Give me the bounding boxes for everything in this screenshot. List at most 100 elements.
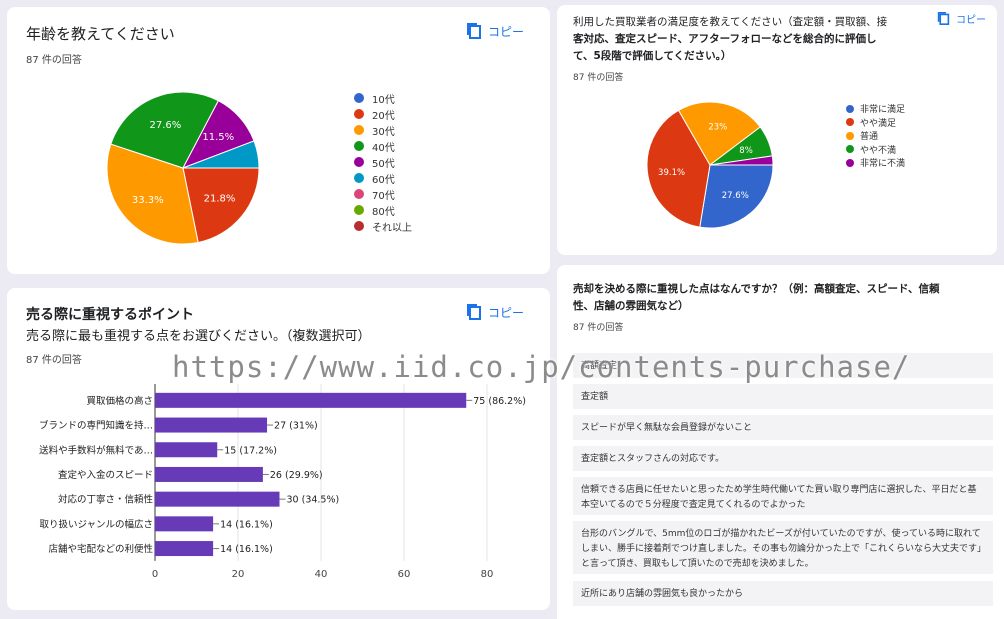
x-tick-label: 0 bbox=[152, 569, 158, 578]
pie-slice-5 bbox=[709, 155, 774, 166]
response-item: 高額査定 bbox=[573, 353, 993, 378]
pie-slice-2 bbox=[182, 167, 260, 244]
pie-slice-2 bbox=[647, 109, 711, 228]
legend-label: 非常に不満 bbox=[860, 159, 906, 170]
legend-label: やや不満 bbox=[860, 145, 897, 156]
legend-item: 30代 bbox=[354, 122, 412, 138]
satisfaction-responses: 87 件の回答 bbox=[573, 73, 624, 83]
legend-label: 50代 bbox=[372, 158, 395, 170]
satisfaction-card: 利用した買取業者の満足度を教えてください（査定額・買取額、接 客対応、査定スピー… bbox=[557, 5, 997, 255]
legend-swatch bbox=[354, 205, 364, 215]
bar bbox=[155, 516, 214, 532]
age-copy-button[interactable]: コピー bbox=[466, 22, 524, 40]
pie-label-3: 33.3% bbox=[132, 195, 164, 206]
pie-slice-4 bbox=[110, 92, 220, 169]
value-label: 14 (16.1%) bbox=[220, 544, 273, 555]
legend-swatch bbox=[846, 104, 854, 113]
legend-item: それ以上 bbox=[354, 218, 412, 234]
points-card: 売る際に重視するポイント 売る際に最も重視する点をお選びください。（複数選択可）… bbox=[7, 288, 550, 610]
pie-label-2: 39.1% bbox=[658, 168, 685, 178]
legend-swatch bbox=[354, 189, 364, 199]
copy-icon bbox=[467, 304, 481, 320]
legend-label: 60代 bbox=[372, 174, 395, 186]
copy-label: コピー bbox=[488, 305, 525, 320]
bar bbox=[155, 491, 280, 507]
legend-item: 80代 bbox=[354, 202, 412, 218]
response-item: 近所にあり店舗の雰囲気も良かったから bbox=[573, 581, 993, 606]
pie-slice-3 bbox=[677, 102, 761, 166]
legend-item: やや満足 bbox=[846, 116, 905, 130]
bar bbox=[155, 541, 214, 557]
pie-slice-3 bbox=[107, 143, 199, 245]
satisfaction-copy-button[interactable]: コピー bbox=[937, 11, 986, 26]
x-tick-label: 60 bbox=[398, 569, 411, 578]
legend-swatch bbox=[354, 221, 364, 231]
legend-item: 10代 bbox=[354, 90, 412, 106]
response-item: 信頼できる店員に任せたいと思ったため学生時代働いてた買い取り専門店に選択した、平… bbox=[573, 477, 993, 515]
points-bar-chart: 0 20 40 60 80 買取価格の高さ 75 (86.2%) ブランドの専門知識を持… 27… bbox=[39, 384, 526, 578]
legend-item: 普通 bbox=[846, 129, 905, 143]
legend-swatch bbox=[354, 173, 364, 183]
copy-label: コピー bbox=[488, 24, 525, 39]
legend-swatch bbox=[846, 145, 854, 154]
pie-slice-1 bbox=[699, 164, 774, 229]
legend-swatch bbox=[354, 93, 364, 103]
category-label: 送料や手数料が無料であ… bbox=[39, 444, 153, 456]
pie-label-3: 23% bbox=[708, 123, 727, 133]
decision-title-line1: 売却を決める際に重視した点はなんですか？（例：高額査定、スピード、信頼 bbox=[573, 283, 940, 295]
bar bbox=[155, 392, 467, 408]
legend-label: 70代 bbox=[372, 190, 395, 202]
legend-label: それ以上 bbox=[372, 222, 412, 234]
satisfaction-title-line1: 利用した買取業者の満足度を教えてください（査定額・買取額、接 bbox=[573, 16, 888, 28]
legend-item: 20代 bbox=[354, 106, 412, 122]
legend-swatch bbox=[354, 109, 364, 119]
pie-slice-6 bbox=[182, 140, 260, 169]
bar bbox=[155, 417, 268, 433]
satisfaction-pie-chart: 27.6% 39.1% 23% 8% bbox=[647, 102, 774, 229]
value-label: 26 (29.9%) bbox=[270, 470, 323, 481]
legend-item: 40代 bbox=[354, 138, 412, 154]
value-label: 14 (16.1%) bbox=[220, 519, 273, 530]
points-responses: 87 件の回答 bbox=[26, 355, 82, 366]
legend-item: 非常に不満 bbox=[846, 156, 905, 170]
value-label: 75 (86.2%) bbox=[473, 396, 526, 407]
value-label: 27 (31%) bbox=[274, 421, 318, 432]
decision-responses: 87 件の回答 bbox=[573, 323, 624, 333]
pie-label-4: 27.6% bbox=[149, 120, 181, 131]
category-label: 取り扱いジャンルの幅広さ bbox=[39, 518, 153, 530]
bar bbox=[155, 442, 218, 458]
value-label: 30 (34.5%) bbox=[287, 495, 340, 506]
legend-item: やや不満 bbox=[846, 143, 905, 157]
age-card-responses: 87 件の回答 bbox=[26, 55, 82, 66]
legend-label: 80代 bbox=[372, 206, 395, 218]
satisfaction-legend: 非常に満足 やや満足 普通やや不満非常に不満 bbox=[846, 102, 905, 170]
category-label: 対応の丁寧さ・信頼性 bbox=[58, 494, 154, 506]
copy-icon bbox=[467, 23, 481, 39]
response-item: スピードが早く無駄な会員登録がないこと bbox=[573, 415, 993, 440]
legend-swatch bbox=[846, 118, 854, 127]
age-card: 年齢を教えてください 87 件の回答 コピー 21.8% 33.3% 27.6% 11… bbox=[7, 7, 550, 274]
watermark-url: https://www.iid.co.jp/contents-purchase/ bbox=[172, 350, 911, 384]
age-card-title: 年齢を教えてください bbox=[26, 25, 175, 43]
decision-title-line2: 性、店舗の雰囲気など） bbox=[573, 300, 689, 312]
category-label: ブランドの専門知識を持… bbox=[39, 420, 153, 432]
pie-label-4: 8% bbox=[739, 146, 753, 156]
bar bbox=[155, 466, 263, 482]
legend-swatch bbox=[846, 158, 854, 167]
legend-item: 70代 bbox=[354, 186, 412, 202]
pie-label-2: 21.8% bbox=[204, 193, 236, 204]
age-legend: 10代 20代 30代 40代 50代 60代 70代 80代それ以上 bbox=[354, 90, 412, 234]
legend-swatch bbox=[354, 125, 364, 135]
value-label: 15 (17.2%) bbox=[224, 445, 277, 456]
points-title: 売る際に重視するポイント bbox=[26, 307, 194, 323]
legend-label: 非常に満足 bbox=[860, 105, 906, 116]
x-tick-label: 20 bbox=[232, 569, 245, 578]
category-label: 買取価格の高さ bbox=[86, 395, 153, 407]
pie-label-5: 11.5% bbox=[202, 132, 234, 143]
legend-label: 20代 bbox=[372, 110, 395, 122]
response-item: 査定額とスタッフさんの対応です。 bbox=[573, 446, 993, 471]
response-item: 台形のバングルで、5mm位のロゴが描かれたビーズが付いていたのですが、使っている… bbox=[573, 521, 993, 574]
legend-swatch bbox=[354, 157, 364, 167]
points-copy-button[interactable]: コピー bbox=[466, 303, 524, 321]
category-label: 店舗や宅配などの利便性 bbox=[48, 543, 153, 555]
